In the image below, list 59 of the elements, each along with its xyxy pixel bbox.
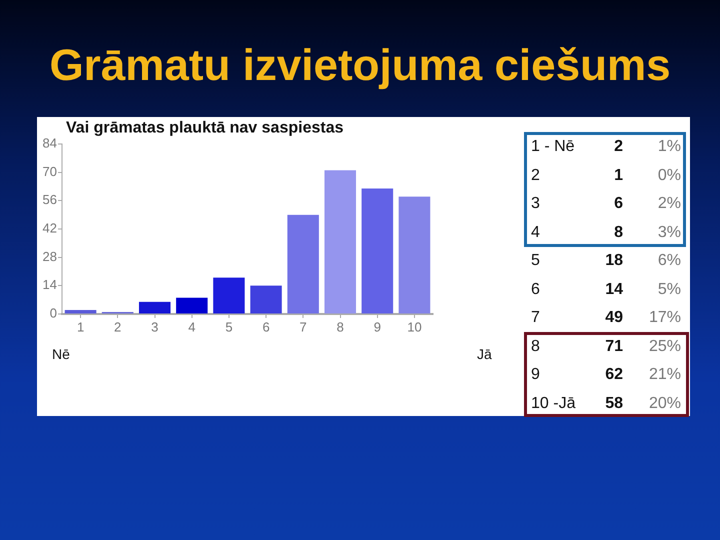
text: 14: [604, 280, 623, 298]
text: 1: [613, 166, 623, 184]
text: 6%: [656, 252, 681, 270]
text: 6: [531, 280, 540, 298]
text: 5%: [656, 280, 681, 298]
text: 2: [613, 138, 623, 156]
x-tick-label: 5: [225, 319, 233, 334]
text: 3: [531, 195, 540, 213]
text: 2: [531, 166, 540, 184]
text: 8: [531, 338, 540, 356]
x-tick-label: 7: [300, 319, 307, 334]
text: 2%: [656, 195, 681, 213]
text: Jā: [477, 346, 492, 362]
bar: [213, 278, 245, 314]
text: 5: [531, 252, 540, 270]
text: 62: [604, 366, 623, 384]
text: 8: [613, 224, 623, 242]
text: Nē: [52, 346, 70, 362]
bar: [64, 310, 96, 314]
text: 58: [605, 394, 623, 412]
x-tick-label: 4: [188, 319, 196, 334]
text: 71: [604, 338, 623, 356]
text: 1 - Nē: [531, 138, 575, 156]
text: 25%: [648, 338, 681, 356]
text: 21%: [648, 366, 681, 384]
y-tick-label: 56: [42, 192, 57, 208]
text: 17%: [648, 309, 681, 327]
x-tick-label: 1: [76, 319, 84, 334]
text: 4: [531, 224, 540, 242]
x-tick-label: 2: [114, 319, 122, 334]
chart-title: Grāmatu izvietojuma ciešums: [48, 40, 672, 92]
x-tick-label: 3: [151, 319, 158, 334]
text: 0%: [656, 166, 681, 184]
text: 9: [531, 366, 540, 384]
y-tick-label: 14: [42, 277, 57, 292]
y-tick-label: 84: [42, 136, 57, 151]
x-tick-label: 9: [374, 319, 381, 334]
bar: [138, 302, 171, 314]
text: 20%: [648, 394, 681, 412]
bar: [324, 170, 356, 314]
text: 18: [604, 252, 623, 270]
text: 10 -Jā: [531, 394, 576, 412]
text: 1%: [656, 138, 681, 156]
chart-subtitle: Vai grāmatas plauktā nav saspiestas: [66, 119, 344, 136]
bar: [362, 188, 394, 314]
x-tick-label: 8: [336, 319, 344, 334]
x-tick-label: 6: [262, 319, 270, 334]
y-tick-label: 0: [50, 306, 57, 321]
x-tick-label: 10: [407, 319, 422, 334]
y-tick-label: 42: [42, 220, 57, 236]
y-tick-label: 70: [42, 164, 57, 179]
bar: [250, 286, 282, 314]
text: 3%: [656, 224, 681, 242]
text: 49: [604, 309, 623, 327]
y-tick-label: 28: [42, 248, 57, 264]
bar: [287, 214, 319, 314]
bar: [176, 298, 208, 314]
bar: [398, 196, 430, 314]
text: 6: [613, 195, 623, 213]
